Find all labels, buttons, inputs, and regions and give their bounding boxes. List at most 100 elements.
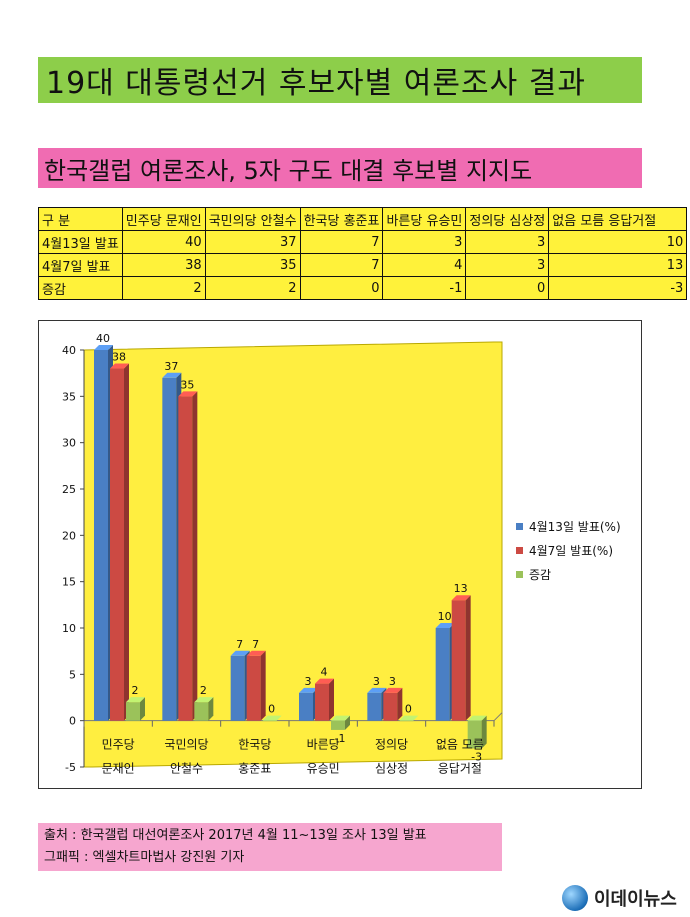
bar-top <box>383 687 403 693</box>
legend-label: 4월7일 발표(%) <box>529 544 613 558</box>
bar-chart: -5051015202530354040382민주당문재인37352국민의당안철… <box>62 332 621 776</box>
source-line: 출처 : 한국갤럽 대선여론조사 2017년 4월 11~13일 조사 13일 … <box>44 828 427 843</box>
bar-front <box>262 720 277 722</box>
data-label: -3 <box>471 750 482 763</box>
poll-table: 구 분 민주당 문재인 국민의당 안철수 한국당 홍준표 바른당 유승민 정의당… <box>38 207 688 300</box>
y-tick-label: 5 <box>69 668 76 681</box>
y-tick-label: 15 <box>62 576 76 589</box>
logo-text: 이데이뉴스 <box>594 889 677 910</box>
bar-top <box>230 650 250 656</box>
bar-front <box>110 368 124 721</box>
credit-line: 그패픽 : 엑셀차트마법사 강진원 기자 <box>44 850 245 865</box>
y-tick-label: 35 <box>62 390 76 403</box>
table-header-cell: 민주당 문재인 <box>121 207 206 231</box>
bar-top <box>467 715 487 721</box>
x-tick-label: 심상정 <box>375 762 408 776</box>
y-tick-label: 0 <box>69 715 76 728</box>
y-tick-label: 40 <box>62 344 76 357</box>
table-cell: 7 <box>299 253 384 277</box>
bar-side <box>397 687 403 721</box>
y-tick-label: 25 <box>62 483 76 496</box>
table-cell: 2 <box>204 276 301 300</box>
bar-side <box>465 595 471 721</box>
x-tick-label: 정의당 <box>375 738 408 752</box>
bar-side <box>260 650 266 721</box>
table-cell: 3 <box>465 253 550 277</box>
x-tick-label: 유승민 <box>307 762 340 776</box>
x-tick-label: 안철수 <box>170 762 203 776</box>
table-header-cell: 한국당 홍준표 <box>299 207 384 231</box>
bar-front <box>230 655 245 721</box>
data-label: 4 <box>321 666 328 679</box>
bar-top <box>178 391 198 397</box>
y-tick-label: -5 <box>65 761 76 774</box>
bar <box>451 595 471 721</box>
bar-top <box>435 623 455 628</box>
table-cell: 35 <box>204 253 301 277</box>
bar <box>467 715 487 749</box>
bar <box>246 650 266 721</box>
table-cell: -3 <box>548 276 688 300</box>
bar-front <box>451 600 466 721</box>
bar-side <box>140 697 145 721</box>
bar-side <box>329 678 334 721</box>
bar-front <box>162 377 177 721</box>
bar-top <box>162 372 182 378</box>
bar <box>110 363 129 721</box>
data-label: 0 <box>405 703 412 716</box>
bar-top <box>315 678 334 684</box>
table-row: 증감 2 2 0 -1 0 -3 <box>38 276 688 300</box>
table-cell: -1 <box>382 276 467 300</box>
bar-front <box>399 720 414 722</box>
x-tick-label: 한국당 <box>238 738 271 752</box>
x-tick-label: 없음 모름 <box>436 738 484 752</box>
bar <box>194 697 214 721</box>
bar-front <box>299 692 313 721</box>
y-tick-label: 30 <box>62 437 76 450</box>
logo: 이데이뉴스 <box>562 885 677 911</box>
data-label: 10 <box>438 610 452 623</box>
data-label: 7 <box>252 638 259 651</box>
table-row-label: 4월7일 발표 <box>38 253 123 277</box>
x-tick-label: 국민의당 <box>164 738 208 752</box>
zero-line <box>84 712 503 722</box>
bar-side <box>192 391 198 721</box>
bar-front <box>194 702 209 721</box>
chart-frame: -5 0 5 10 15 20 25 30 35 40 40 38 2 민주당 문재인 37 35 2 국민의당 안철… <box>38 320 642 789</box>
table-header-cell: 구 분 <box>38 207 123 231</box>
table-row: 4월7일 발표 38 35 7 4 3 13 <box>38 253 688 277</box>
table-header-cell: 국민의당 안철수 <box>204 207 301 231</box>
bar-side <box>208 697 214 721</box>
bar <box>399 715 419 722</box>
bar <box>331 715 350 730</box>
legend-label: 증감 <box>529 568 551 582</box>
bar-side <box>345 715 350 730</box>
bar-front <box>126 702 140 721</box>
data-label: 37 <box>164 360 178 373</box>
table-cell: 40 <box>121 230 206 254</box>
legend-swatch <box>516 523 523 530</box>
bar <box>178 391 198 721</box>
x-tick-label: 응답거절 <box>438 762 482 776</box>
table-cell: 3 <box>465 230 550 254</box>
table-cell: 7 <box>299 230 384 254</box>
table-header-cell: 정의당 심상정 <box>465 207 550 231</box>
bar <box>315 678 334 721</box>
bar-front <box>435 628 450 721</box>
source-note: 출처 : 한국갤럽 대선여론조사 2017년 4월 11~13일 조사 13일 … <box>38 823 502 871</box>
table-header-row: 구 분 민주당 문재인 국민의당 안철수 한국당 홍준표 바른당 유승민 정의당… <box>38 207 688 231</box>
bar <box>383 687 403 721</box>
bar <box>262 715 282 722</box>
bar-side <box>481 715 487 749</box>
x-tick-label: 홍준표 <box>238 762 271 776</box>
table-cell: 2 <box>121 276 206 300</box>
data-label: 0 <box>268 703 275 716</box>
table-cell: 0 <box>465 276 550 300</box>
table-cell: 4 <box>382 253 467 277</box>
data-label: 2 <box>200 684 207 697</box>
bar-top <box>399 715 419 721</box>
table-header-cell: 없음 모름 응답거절 <box>548 207 688 231</box>
bar <box>126 697 145 721</box>
legend-swatch <box>516 571 523 578</box>
chart-subtitle: 한국갤럽 여론조사, 5자 구도 대결 후보별 지지도 <box>38 148 642 188</box>
